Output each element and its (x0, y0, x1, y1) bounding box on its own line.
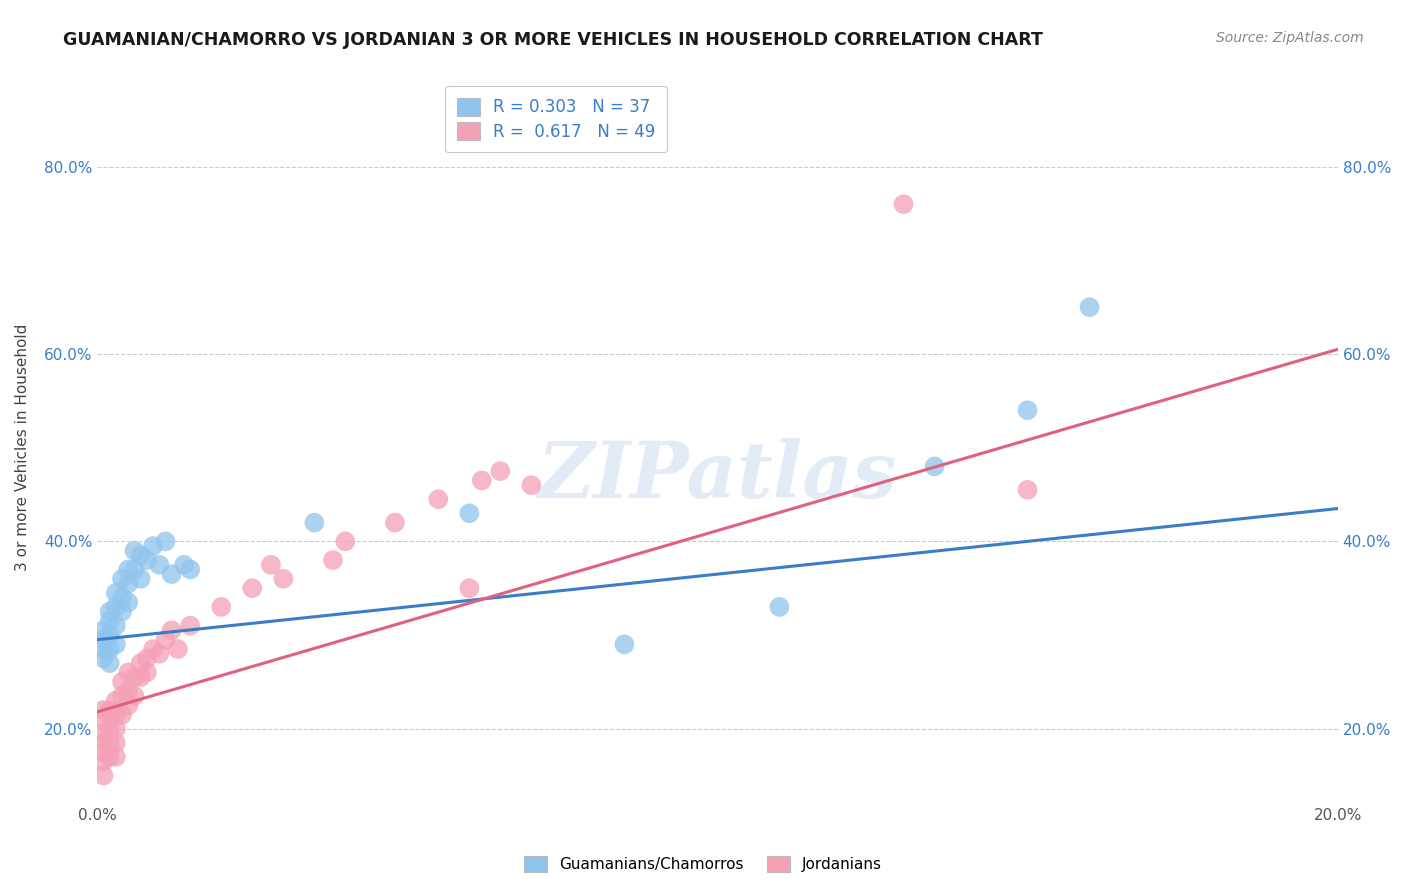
Point (142, 539, 165, 553)
Legend: R = 0.303   N = 37, R =  0.617   N = 49: R = 0.303 N = 37, R = 0.617 N = 49 (446, 86, 668, 153)
Point (117, 562, 139, 576)
Legend: Guamanians/Chamorros, Jordanians: Guamanians/Chamorros, Jordanians (516, 848, 890, 880)
Text: GUAMANIAN/CHAMORRO VS JORDANIAN 3 OR MORE VEHICLES IN HOUSEHOLD CORRELATION CHAR: GUAMANIAN/CHAMORRO VS JORDANIAN 3 OR MOR… (63, 31, 1043, 49)
Point (893, 197, 915, 211)
Point (98, 722, 121, 736)
Point (129, 549, 152, 563)
Point (1017, 483, 1039, 497)
Point (271, 572, 294, 586)
Point (124, 543, 146, 558)
Point (98, 628, 121, 642)
Point (98, 736, 121, 750)
Point (1017, 403, 1039, 417)
Point (93, 624, 115, 638)
Point (93, 745, 115, 759)
Point (155, 632, 177, 647)
Point (111, 605, 134, 619)
Point (117, 698, 139, 713)
Point (322, 553, 344, 567)
Point (304, 516, 326, 530)
Point (111, 674, 134, 689)
Point (142, 642, 165, 657)
Point (124, 689, 146, 703)
Point (135, 665, 157, 680)
Point (104, 707, 127, 722)
Point (179, 562, 201, 576)
Point (104, 586, 127, 600)
Point (104, 736, 127, 750)
Point (148, 558, 170, 572)
Point (93, 632, 115, 647)
Point (104, 637, 127, 651)
Point (135, 553, 157, 567)
Point (93, 726, 115, 740)
Point (129, 656, 152, 670)
Point (98, 614, 121, 628)
Point (93, 642, 115, 657)
Point (768, 599, 790, 614)
Point (93, 736, 115, 750)
Point (471, 474, 494, 488)
Y-axis label: 3 or more Vehicles in Household: 3 or more Vehicles in Household (15, 324, 30, 572)
Point (427, 492, 450, 507)
Point (160, 624, 183, 638)
Point (209, 599, 232, 614)
Point (111, 591, 134, 605)
Point (167, 642, 190, 657)
Point (117, 665, 139, 680)
Point (129, 670, 152, 684)
Point (93, 712, 115, 726)
Point (93, 768, 115, 782)
Point (117, 684, 139, 698)
Point (117, 576, 139, 591)
Point (260, 558, 283, 572)
Point (520, 478, 543, 492)
Point (1078, 300, 1101, 314)
Point (155, 534, 177, 549)
Point (148, 647, 170, 661)
Point (98, 656, 121, 670)
Point (98, 707, 121, 722)
Point (924, 459, 946, 474)
Point (93, 703, 115, 717)
Point (93, 651, 115, 665)
Point (111, 689, 134, 703)
Point (135, 651, 157, 665)
Point (124, 670, 146, 684)
Point (458, 506, 481, 520)
Point (98, 605, 121, 619)
Point (104, 693, 127, 707)
Point (111, 572, 134, 586)
Point (179, 618, 201, 632)
Text: Source: ZipAtlas.com: Source: ZipAtlas.com (1216, 31, 1364, 45)
Point (384, 516, 406, 530)
Point (240, 581, 263, 595)
Point (117, 595, 139, 609)
Point (104, 722, 127, 736)
Point (104, 749, 127, 764)
Point (124, 562, 146, 576)
Text: ZIPatlas: ZIPatlas (537, 438, 897, 515)
Point (104, 599, 127, 614)
Point (129, 572, 152, 586)
Point (93, 755, 115, 769)
Point (98, 703, 121, 717)
Point (613, 637, 636, 651)
Point (489, 464, 512, 478)
Point (104, 618, 127, 632)
Point (335, 534, 357, 549)
Point (98, 642, 121, 657)
Point (458, 581, 481, 595)
Point (98, 749, 121, 764)
Point (173, 558, 195, 572)
Point (160, 567, 183, 582)
Point (111, 707, 134, 722)
